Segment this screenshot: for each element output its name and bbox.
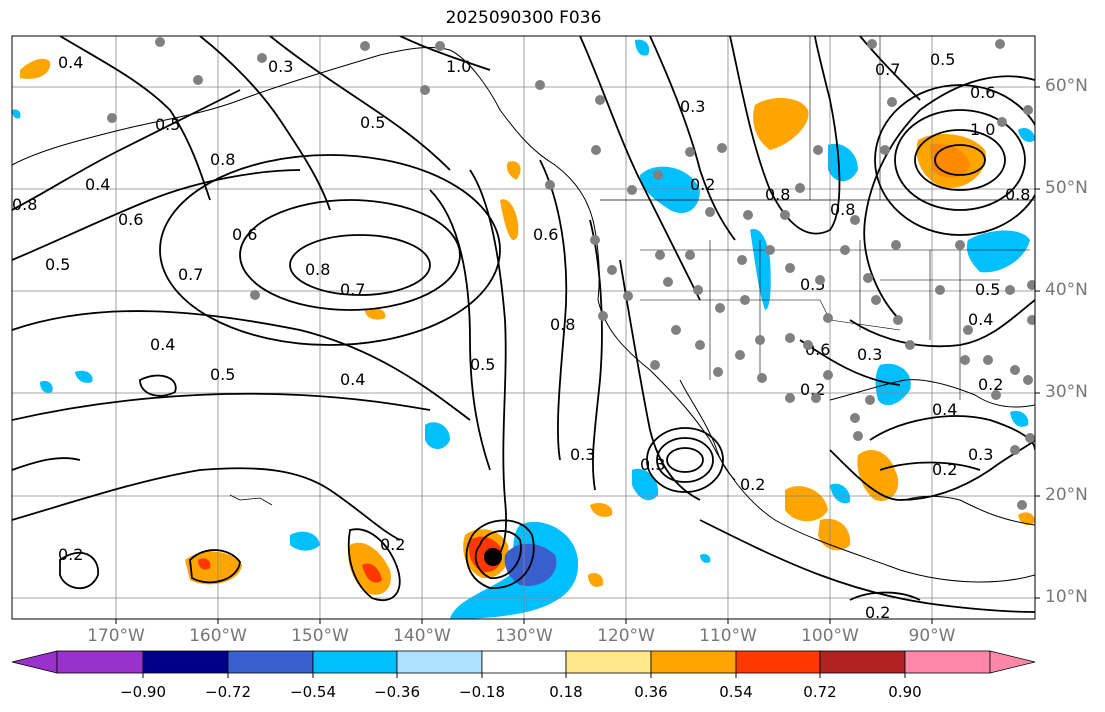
contour-label: 0.3 <box>857 345 882 364</box>
colorbar-segment <box>142 650 229 674</box>
contour-label: 0.4 <box>150 335 175 354</box>
lat-label: 20°N <box>1045 485 1088 505</box>
contour-labels: 0.4 0.3 1.0 0.5 0.8 0.5 0.3 0.2 0.8 1.0 … <box>12 50 1030 622</box>
colorbar-segment <box>56 650 144 674</box>
contour-label: 0.2 <box>865 603 890 622</box>
colorbar-segment <box>396 650 483 674</box>
contour-label: 0.7 <box>178 265 203 284</box>
contour-label: 0.6 <box>970 83 995 102</box>
colorbar-max-arrow <box>989 650 1036 674</box>
contour-label: 0.5 <box>930 50 955 69</box>
contour-label: 0.4 <box>58 53 83 72</box>
colorbar-label: 0.36 <box>634 683 668 701</box>
lon-label: 140°W <box>393 626 451 646</box>
colorbar-segment <box>650 650 737 674</box>
lat-label: 60°N <box>1045 76 1088 96</box>
contour-label: 1.0 <box>446 57 471 76</box>
contour-label: 0.7 <box>875 60 900 79</box>
lat-label: 10°N <box>1045 587 1088 607</box>
colorbar-segment <box>565 650 652 674</box>
contour-label: 0.8 <box>12 195 37 214</box>
colorbar-segment <box>481 650 567 674</box>
lon-label: 120°W <box>597 626 655 646</box>
colorbar-label: −0.36 <box>374 683 420 701</box>
colorbar-segment <box>819 650 906 674</box>
contour-label: 0.5 <box>155 115 180 134</box>
contour-label: 0.3 <box>680 97 705 116</box>
contour-label: 1.0 <box>970 120 995 139</box>
storm-center <box>484 548 502 566</box>
lon-label: 160°W <box>189 626 247 646</box>
colorbar-segment <box>312 650 398 674</box>
contour-label: 0.6 <box>118 210 143 229</box>
coastlines <box>12 36 1035 583</box>
colorbar <box>11 650 1036 678</box>
colorbar-label: 0.72 <box>803 683 837 701</box>
contour-label: 0.3 <box>968 445 993 464</box>
contour-label: 0.2 <box>690 175 715 194</box>
colorbar-label: 0.18 <box>549 683 583 701</box>
contour-label: 0.5 <box>470 355 495 374</box>
contour-label: 0.5 <box>45 255 70 274</box>
contour-label: 0.6 <box>533 225 558 244</box>
colorbar-label: 0.54 <box>719 683 753 701</box>
contour-label: 0.2 <box>978 375 1003 394</box>
station-dots <box>107 37 1035 510</box>
colorbar-label: −0.90 <box>120 683 166 701</box>
colorbar-min-arrow <box>11 650 58 674</box>
lat-label: 50°N <box>1045 178 1088 198</box>
contour-label: 0.4 <box>932 400 957 419</box>
contour-label: 0.3 <box>268 57 293 76</box>
lat-label: 30°N <box>1045 382 1088 402</box>
lon-label: 170°W <box>87 626 145 646</box>
contour-label: 0.3 <box>570 445 595 464</box>
contour-label: 0.4 <box>85 175 110 194</box>
contour-label: 0.6 <box>232 225 257 244</box>
lon-label: 130°W <box>495 626 553 646</box>
lat-label: 40°N <box>1045 280 1088 300</box>
colorbar-label: −0.72 <box>205 683 251 701</box>
contour-label: 0.4 <box>968 310 993 329</box>
colorbar-label: −0.54 <box>290 683 336 701</box>
contour-label: 0.2 <box>932 460 957 479</box>
contour-label: 0.8 <box>210 150 235 169</box>
contour-label: 0.8 <box>1005 185 1030 204</box>
colorbar-label: −0.18 <box>459 683 505 701</box>
contour-label: 0.5 <box>360 113 385 132</box>
contour-label: 0.8 <box>765 185 790 204</box>
contour-label: 0.3 <box>640 455 665 474</box>
lon-label: 90°W <box>908 626 956 646</box>
lon-label: 150°W <box>291 626 349 646</box>
contour-label: 0.7 <box>340 280 365 299</box>
colorbar-label: 0.90 <box>888 683 922 701</box>
map-title: 2025090300 F036 <box>445 8 602 28</box>
contour-label: 0.2 <box>740 475 765 494</box>
contour-label: 0.4 <box>340 370 365 389</box>
contour-label: 0.5 <box>975 280 1000 299</box>
contour-label: 0.8 <box>830 200 855 219</box>
contour-label: 0.2 <box>380 535 405 554</box>
contour-label: 0.8 <box>305 260 330 279</box>
colorbar-segment <box>735 650 821 674</box>
colorbar-segment <box>904 650 991 674</box>
lon-label: 110°W <box>699 626 757 646</box>
contour-label: 0.5 <box>210 365 235 384</box>
contour-label: 0.2 <box>58 545 83 564</box>
axis-ticks <box>115 86 1040 624</box>
contours <box>12 36 1035 613</box>
colorbar-segment <box>227 650 314 674</box>
lon-label: 100°W <box>801 626 859 646</box>
contour-label: 0.8 <box>550 315 575 334</box>
